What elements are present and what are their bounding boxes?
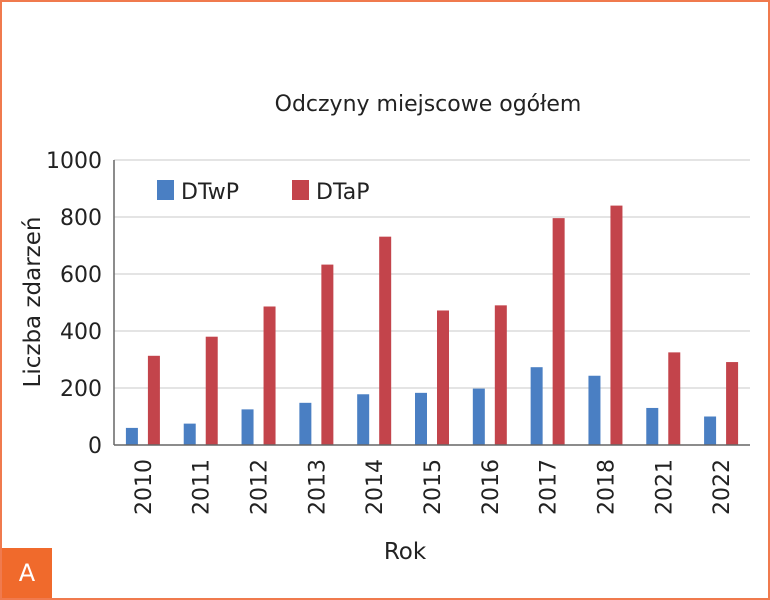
x-tick-label: 2011 <box>190 459 215 515</box>
bar-dtwp-2018 <box>588 375 601 445</box>
x-axis-label: Rok <box>384 539 427 565</box>
panel-label-badge: A <box>2 548 52 598</box>
legend-label-dtap: DTaP <box>316 180 370 205</box>
chart-title: Odczyny miejscowe ogółem <box>275 92 582 117</box>
x-tick-label: 2017 <box>537 459 562 515</box>
x-tick-label: 2021 <box>652 459 677 515</box>
y-tick-label: 800 <box>60 206 102 231</box>
bar-dtap-2015 <box>437 310 449 445</box>
bar-dtap-2011 <box>205 336 218 445</box>
bar-dtap-2022 <box>726 362 739 445</box>
bar-dtap-2014 <box>379 236 392 445</box>
legend: DTwP DTaP <box>157 180 370 205</box>
bar-dtwp-2014 <box>357 394 370 445</box>
y-tick-label: 1000 <box>46 149 102 174</box>
bar-dtwp-2010 <box>125 427 138 445</box>
axis-layer <box>113 160 750 446</box>
x-tick-label: 2014 <box>363 459 388 515</box>
x-tick-label: 2016 <box>479 459 504 515</box>
bar-dtwp-2012 <box>241 409 254 445</box>
x-tick-label: 2013 <box>305 459 330 515</box>
bar-dtap-2018 <box>610 205 623 445</box>
legend-swatch-dtap <box>292 180 309 200</box>
x-tick-label: 2012 <box>248 459 273 515</box>
bar-dtwp-2021 <box>646 407 659 445</box>
bar-dtwp-2011 <box>183 423 196 445</box>
x-tick-label: 2015 <box>421 459 446 515</box>
bar-dtwp-2022 <box>704 416 717 445</box>
bar-dtwp-2013 <box>299 402 312 445</box>
bars-layer <box>125 205 739 445</box>
y-axis-label: Liczba zdarzeń <box>20 217 46 388</box>
legend-label-dtwp: DTwP <box>181 180 239 205</box>
y-tick-labels: 0 200 400 600 800 1000 <box>46 149 102 459</box>
bar-dtap-2012 <box>263 306 276 445</box>
y-tick-label: 200 <box>60 377 102 402</box>
y-tick-label: 400 <box>60 320 102 345</box>
bar-dtap-2017 <box>552 218 565 445</box>
bar-dtap-2010 <box>147 355 160 445</box>
y-tick-label: 0 <box>88 434 102 459</box>
bar-dtap-2016 <box>494 305 507 445</box>
x-tick-labels: 2010 2011 2012 2013 2014 2015 2016 2017 2018 2021… <box>132 459 735 515</box>
bar-dtap-2013 <box>321 264 334 445</box>
y-tick-label: 600 <box>60 263 102 288</box>
x-tick-label: 2018 <box>594 459 619 515</box>
x-tick-label: 2022 <box>710 459 735 515</box>
legend-swatch-dtwp <box>157 180 174 200</box>
x-tick-label: 2010 <box>132 459 157 515</box>
bar-dtwp-2016 <box>472 388 485 445</box>
grid-layer <box>114 159 750 389</box>
bar-dtwp-2017 <box>530 367 543 445</box>
bar-dtap-2021 <box>668 352 681 445</box>
bar-dtwp-2015 <box>415 392 427 445</box>
